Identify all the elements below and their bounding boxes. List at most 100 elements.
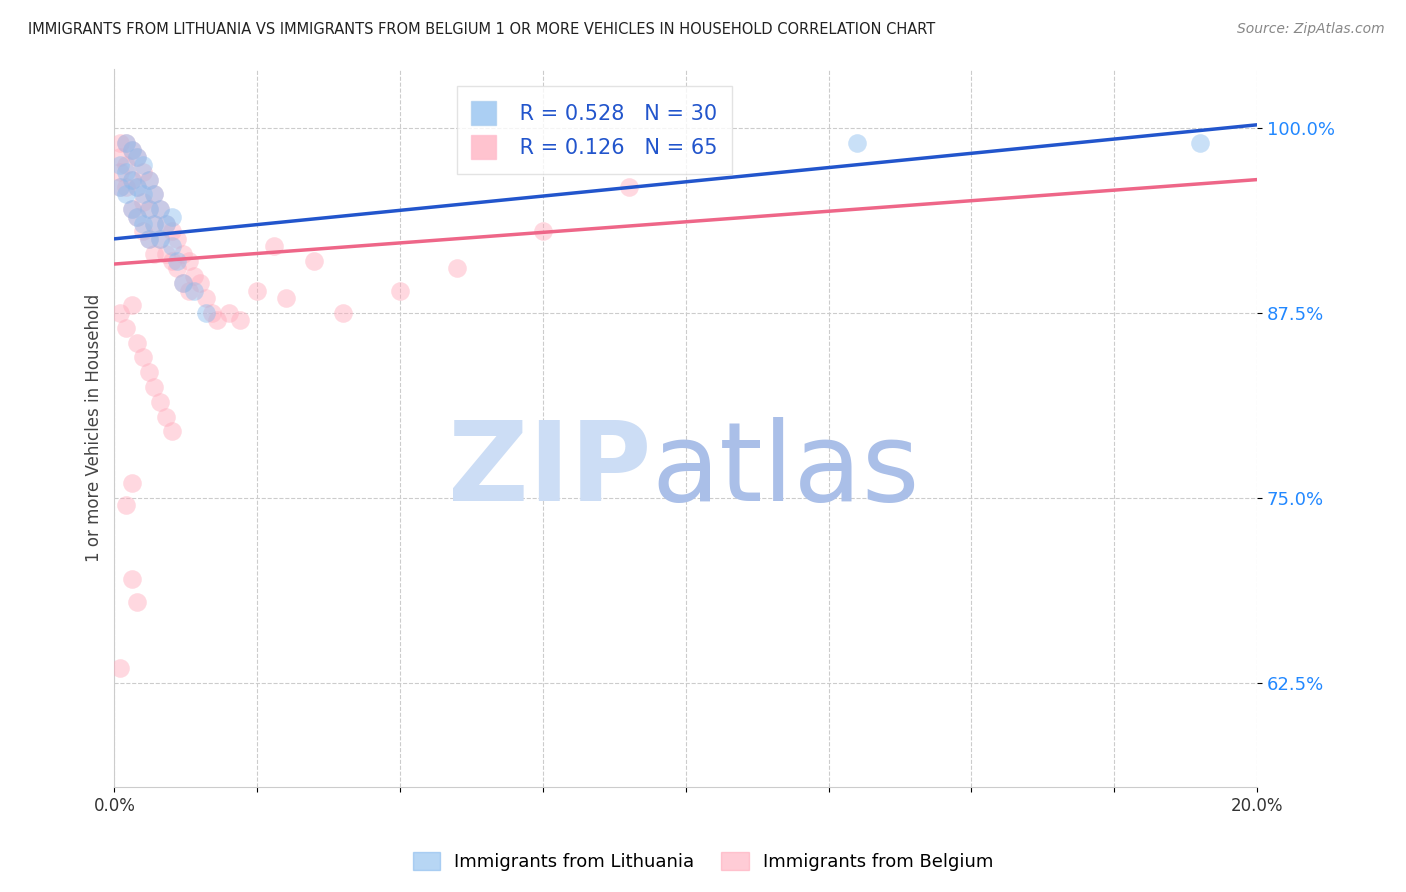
Point	[121, 143, 143, 157]
Point	[166, 261, 188, 276]
Point	[108, 136, 131, 150]
Point	[138, 232, 160, 246]
Point	[160, 224, 183, 238]
Point	[160, 210, 183, 224]
Point	[127, 150, 149, 164]
Point	[617, 180, 640, 194]
Point	[177, 284, 200, 298]
Point	[143, 217, 166, 231]
Point	[194, 306, 217, 320]
Point	[138, 202, 160, 217]
Point	[121, 202, 143, 217]
Point	[149, 202, 172, 217]
Point	[143, 187, 166, 202]
Point	[155, 409, 177, 424]
Point	[127, 180, 149, 194]
Point	[160, 239, 183, 253]
Point	[108, 150, 131, 164]
Text: Source: ZipAtlas.com: Source: ZipAtlas.com	[1237, 22, 1385, 37]
Text: ZIP: ZIP	[449, 417, 651, 524]
Point	[121, 143, 143, 157]
Point	[160, 254, 183, 268]
Point	[155, 217, 177, 231]
Point	[127, 180, 149, 194]
Point	[132, 158, 155, 172]
Point	[149, 232, 172, 246]
Point	[389, 284, 412, 298]
Point	[127, 335, 149, 350]
Text: atlas: atlas	[651, 417, 920, 524]
Point	[143, 187, 166, 202]
Point	[121, 172, 143, 186]
Point	[132, 187, 155, 202]
Point	[149, 232, 172, 246]
Point	[149, 202, 172, 217]
Point	[188, 277, 211, 291]
Point	[155, 246, 177, 260]
Point	[121, 202, 143, 217]
Point	[172, 277, 194, 291]
Point	[218, 306, 240, 320]
Point	[229, 313, 252, 327]
Point	[138, 172, 160, 186]
Point	[132, 351, 155, 365]
Point	[143, 380, 166, 394]
Point	[138, 232, 160, 246]
Point	[121, 476, 143, 491]
Point	[132, 217, 155, 231]
Point	[183, 284, 205, 298]
Y-axis label: 1 or more Vehicles in Household: 1 or more Vehicles in Household	[86, 293, 103, 562]
Point	[108, 306, 131, 320]
Point	[115, 136, 138, 150]
Point	[138, 365, 160, 379]
Point	[160, 425, 183, 439]
Point	[194, 291, 217, 305]
Point	[166, 254, 188, 268]
Text: IMMIGRANTS FROM LITHUANIA VS IMMIGRANTS FROM BELGIUM 1 OR MORE VEHICLES IN HOUSE: IMMIGRANTS FROM LITHUANIA VS IMMIGRANTS …	[28, 22, 935, 37]
Point	[115, 187, 138, 202]
Point	[115, 320, 138, 334]
Point	[108, 158, 131, 172]
Point	[121, 298, 143, 312]
Point	[108, 180, 131, 194]
Point	[132, 165, 155, 179]
Point	[132, 194, 155, 209]
Point	[846, 136, 869, 150]
Point	[143, 217, 166, 231]
Point	[183, 268, 205, 283]
Point	[115, 165, 138, 179]
Point	[246, 284, 269, 298]
Point	[138, 172, 160, 186]
Point	[115, 180, 138, 194]
Point	[138, 202, 160, 217]
Point	[332, 306, 354, 320]
Legend: Immigrants from Lithuania, Immigrants from Belgium: Immigrants from Lithuania, Immigrants fr…	[405, 845, 1001, 879]
Point	[115, 158, 138, 172]
Point	[108, 165, 131, 179]
Point	[1188, 136, 1211, 150]
Point	[177, 254, 200, 268]
Point	[304, 254, 326, 268]
Point	[132, 224, 155, 238]
Point	[172, 277, 194, 291]
Point	[155, 217, 177, 231]
Point	[166, 232, 188, 246]
Point	[446, 261, 468, 276]
Point	[149, 394, 172, 409]
Point	[121, 573, 143, 587]
Point	[143, 246, 166, 260]
Point	[127, 210, 149, 224]
Point	[127, 595, 149, 609]
Point	[207, 313, 229, 327]
Point	[115, 136, 138, 150]
Point	[115, 499, 138, 513]
Point	[127, 150, 149, 164]
Point	[274, 291, 297, 305]
Point	[121, 172, 143, 186]
Point	[172, 246, 194, 260]
Point	[127, 210, 149, 224]
Point	[531, 224, 554, 238]
Legend:  R = 0.528   N = 30,  R = 0.126   N = 65: R = 0.528 N = 30, R = 0.126 N = 65	[457, 87, 733, 174]
Point	[200, 306, 222, 320]
Point	[263, 239, 285, 253]
